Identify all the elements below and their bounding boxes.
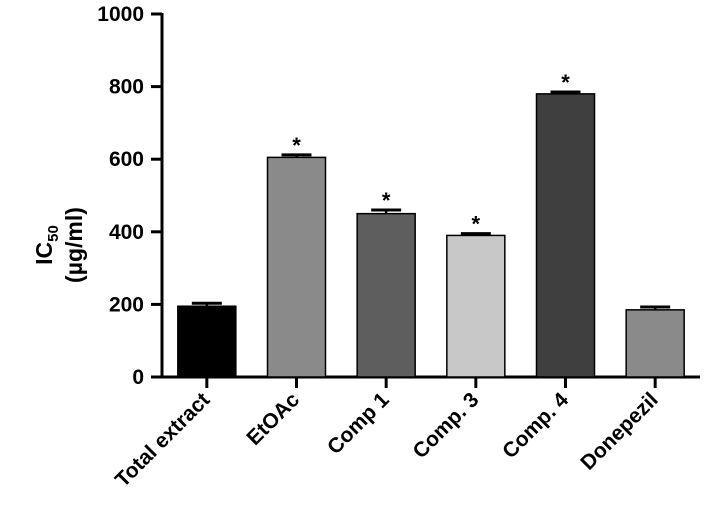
y-tick-label: 0 (132, 366, 144, 389)
y-tick-label: 600 (109, 148, 144, 171)
x-category-label: EtOAc (242, 388, 304, 450)
y-axis-label-unit: (µg/ml) (61, 207, 87, 283)
significance-star: * (472, 212, 481, 237)
x-category-label: Comp. 4 (498, 388, 573, 463)
x-ticks: Total extract EtOAc Comp 1 Comp. 3 Comp. 4 Do… (111, 377, 663, 492)
x-category-label: Total extract (111, 388, 214, 491)
bar (446, 234, 506, 378)
bar (177, 305, 237, 378)
x-category-label: Comp. 3 (409, 388, 484, 463)
significance-star: * (382, 188, 391, 213)
y-tick-label: 1000 (97, 3, 144, 26)
x-category-label: Donepezil (576, 388, 662, 474)
significance-star: * (292, 133, 301, 158)
y-axis-label-subscript: 50 (45, 225, 62, 242)
y-axis-label: IC50 (µg/ml) (31, 207, 87, 283)
y-axis-label-ic: IC (31, 242, 57, 265)
bar (356, 212, 416, 378)
bars: * * * * (177, 70, 685, 378)
y-tick-label: 200 (109, 293, 144, 316)
x-category-label: Comp 1 (323, 388, 394, 459)
bar (266, 156, 327, 378)
y-tick-label: 800 (109, 76, 144, 99)
significance-star: * (561, 70, 570, 95)
y-axis-label-main: IC50 (31, 225, 62, 265)
bar (625, 309, 685, 378)
axes (160, 13, 700, 379)
y-ticks: 0 200 400 600 800 1000 (97, 3, 162, 389)
bar (535, 93, 596, 378)
y-tick-label: 400 (109, 221, 144, 244)
